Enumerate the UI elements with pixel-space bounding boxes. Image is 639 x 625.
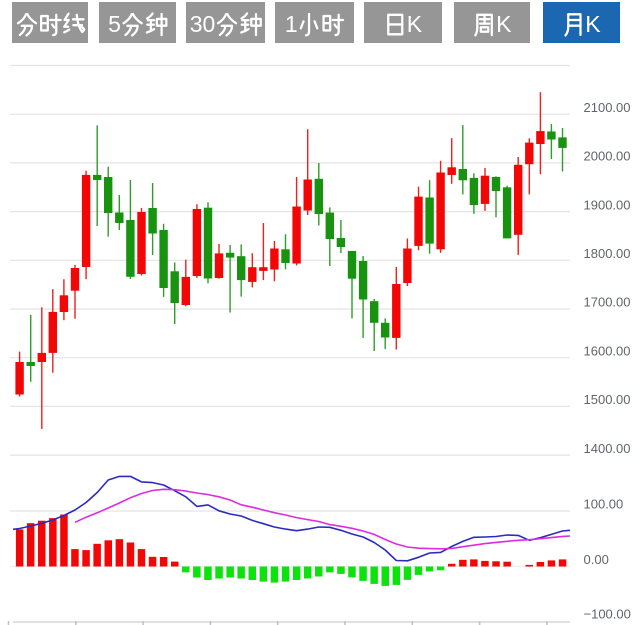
svg-text:100.00: 100.00 <box>584 496 624 511</box>
svg-text:1900.00: 1900.00 <box>584 197 631 212</box>
svg-text:−100.00: −100.00 <box>584 607 631 622</box>
svg-text:2000.00: 2000.00 <box>584 149 631 164</box>
svg-text:5: 5 <box>108 11 121 37</box>
svg-text:K: K <box>407 11 423 37</box>
svg-text:0.00: 0.00 <box>584 552 609 567</box>
svg-text:30: 30 <box>190 11 216 37</box>
svg-text:K: K <box>585 11 601 37</box>
svg-text:1400.00: 1400.00 <box>584 441 631 456</box>
svg-text:1700.00: 1700.00 <box>584 295 631 310</box>
svg-text:2100.00: 2100.00 <box>584 100 631 115</box>
svg-text:K: K <box>496 11 512 37</box>
svg-text:1800.00: 1800.00 <box>584 246 631 261</box>
svg-text:1600.00: 1600.00 <box>584 343 631 358</box>
svg-text:1: 1 <box>285 11 298 37</box>
svg-text:1500.00: 1500.00 <box>584 392 631 407</box>
